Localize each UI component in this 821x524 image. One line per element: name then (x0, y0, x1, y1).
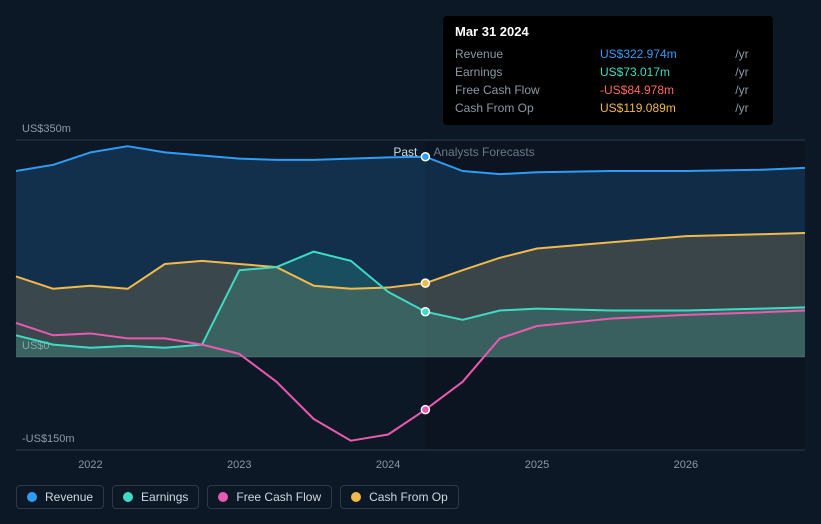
tooltip-row-unit: /yr (731, 45, 761, 63)
legend-label: Revenue (45, 490, 93, 504)
legend-item-revenue[interactable]: Revenue (16, 485, 104, 509)
marker-cash_from_op (421, 279, 429, 287)
legend-label: Earnings (141, 490, 188, 504)
tooltip-row-unit: /yr (731, 81, 761, 99)
legend-swatch (351, 492, 361, 502)
tooltip-row-unit: /yr (731, 63, 761, 81)
tooltip-row: Free Cash Flow-US$84.978m/yr (455, 81, 761, 99)
tooltip-table: RevenueUS$322.974m/yrEarningsUS$73.017m/… (455, 45, 761, 117)
x-axis-label: 2025 (525, 459, 549, 471)
tooltip-row: EarningsUS$73.017m/yr (455, 63, 761, 81)
x-axis-label: 2024 (376, 459, 400, 471)
marker-earnings (421, 308, 429, 316)
split-label-past: Past (393, 145, 418, 159)
tooltip-row-unit: /yr (731, 99, 761, 117)
tooltip-row-label: Cash From Op (455, 99, 600, 117)
tooltip-row-label: Earnings (455, 63, 600, 81)
chart-legend: Revenue Earnings Free Cash Flow Cash From O… (16, 485, 459, 509)
legend-item-cash-from-op[interactable]: Cash From Op (340, 485, 459, 509)
y-axis-label: US$350m (22, 123, 71, 135)
marker-revenue (421, 153, 429, 161)
tooltip-row-label: Revenue (455, 45, 600, 63)
legend-swatch (218, 492, 228, 502)
legend-label: Cash From Op (369, 490, 448, 504)
legend-item-earnings[interactable]: Earnings (112, 485, 199, 509)
legend-swatch (27, 492, 37, 502)
legend-label: Free Cash Flow (236, 490, 321, 504)
legend-item-free-cash-flow[interactable]: Free Cash Flow (207, 485, 332, 509)
x-axis-label: 2023 (227, 459, 251, 471)
legend-swatch (123, 492, 133, 502)
x-axis-label: 2022 (78, 459, 102, 471)
tooltip-row-value: US$322.974m (600, 45, 731, 63)
split-label-future: Analysts Forecasts (433, 145, 534, 159)
tooltip-row-value: US$73.017m (600, 63, 731, 81)
x-axis-label: 2026 (674, 459, 698, 471)
tooltip-row-value: -US$84.978m (600, 81, 731, 99)
chart-tooltip: Mar 31 2024 RevenueUS$322.974m/yrEarning… (443, 16, 773, 125)
tooltip-row-label: Free Cash Flow (455, 81, 600, 99)
earnings-revenue-chart: US$350mUS$0-US$150m20222023202420252026P… (0, 0, 821, 524)
tooltip-row: RevenueUS$322.974m/yr (455, 45, 761, 63)
tooltip-date: Mar 31 2024 (455, 24, 761, 39)
tooltip-row: Cash From OpUS$119.089m/yr (455, 99, 761, 117)
marker-free_cash_flow (421, 406, 429, 414)
y-axis-label: -US$150m (22, 433, 75, 445)
tooltip-row-value: US$119.089m (600, 99, 731, 117)
